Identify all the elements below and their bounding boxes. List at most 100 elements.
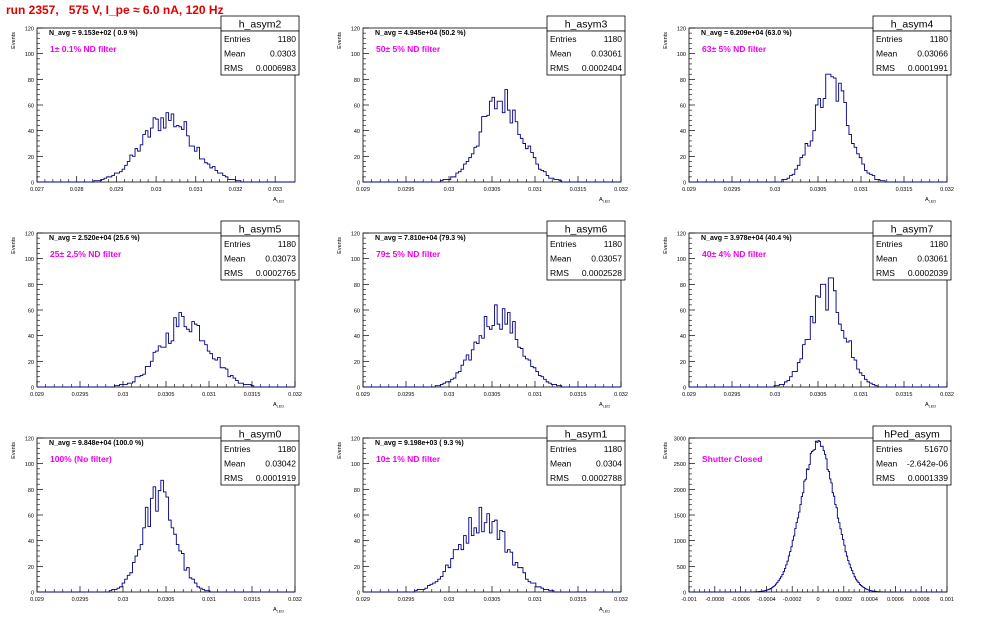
- stats-key: Entries: [550, 444, 576, 454]
- stats-key: RMS: [550, 473, 569, 483]
- stats-value: 1180: [930, 34, 949, 44]
- x-tick-label: 0.0305: [810, 187, 827, 193]
- x-tick-label: 0.032: [614, 187, 628, 193]
- x-tick-label: 0.0305: [158, 392, 175, 398]
- page-title: run 2357, 575 V, I_pe ≈ 6.0 nA, 120 Hz: [6, 3, 224, 17]
- x-tick-label: 0.032: [940, 392, 954, 398]
- x-axis-title: ALED: [599, 197, 610, 204]
- histogram-h_asym1: 0 20 40 60 80 100 120 0.029 0.0295 0.03 0.0305 0.03…: [337, 425, 628, 614]
- stats-box: [220, 440, 300, 486]
- y-axis-title: Events: [11, 237, 17, 254]
- histogram-h_asym7: 0 20 40 60 80 100 120 0.029 0.0295 0.03 0.0305 0.03…: [663, 220, 954, 409]
- x-tick-label: 0.0295: [724, 187, 741, 193]
- stats-box: [546, 30, 626, 76]
- x-tick-label: 0.0315: [896, 187, 913, 193]
- stats-value: 0.0006983: [256, 63, 296, 73]
- stats-box: [220, 30, 300, 76]
- y-tick-label: 3000: [674, 437, 686, 443]
- stats-value: 0.0002528: [582, 268, 622, 278]
- stats-key: Mean: [550, 49, 572, 59]
- y-tick-label: 40: [354, 334, 360, 340]
- y-tick-label: 80: [354, 283, 360, 289]
- histogram-h_asym0: 0 20 40 60 80 100 120 0.029 0.0295 0.03 0.0305 0.03…: [11, 425, 302, 614]
- histogram-line: [363, 304, 621, 388]
- stats-value: 0.0002788: [582, 473, 622, 483]
- y-tick-label: 100: [25, 462, 34, 468]
- x-tick-label: 0.031: [528, 187, 542, 193]
- stats-key: RMS: [876, 473, 895, 483]
- y-axis-title: Events: [663, 32, 669, 49]
- stats-value: 0.0002039: [908, 268, 948, 278]
- y-tick-label: 20: [354, 565, 360, 571]
- stats-title: h_asym0: [239, 429, 282, 441]
- y-tick-label: 0: [683, 591, 686, 597]
- filter-label: 1± 0.1% ND filter: [50, 44, 117, 54]
- x-tick-label: 0.031: [854, 392, 868, 398]
- x-tick-label: 0.0315: [244, 392, 261, 398]
- navg-label: N_avg = 3.978e+04 (40.4 %): [701, 235, 792, 242]
- y-tick-label: 80: [354, 488, 360, 494]
- stats-key: RMS: [224, 268, 243, 278]
- y-tick-label: 120: [25, 437, 34, 443]
- stats-key: RMS: [224, 63, 243, 73]
- y-tick-label: 100: [677, 52, 686, 58]
- x-tick-label: 0.03: [444, 187, 455, 193]
- x-axis-title: ALED: [273, 607, 284, 614]
- y-tick-label: 80: [354, 78, 360, 84]
- x-tick-label: 0.032: [229, 187, 243, 193]
- filter-label: Shutter Closed: [702, 454, 762, 464]
- stats-key: Entries: [876, 444, 902, 454]
- x-tick-label: 0.0295: [398, 597, 415, 603]
- x-tick-label: 0.0315: [896, 392, 913, 398]
- x-tick-label: 0.029: [356, 392, 370, 398]
- stats-key: Entries: [550, 34, 576, 44]
- stats-key: Mean: [876, 459, 898, 469]
- x-tick-label: 0.0315: [570, 187, 587, 193]
- y-tick-label: 80: [680, 78, 686, 84]
- x-tick-label: 0.0315: [570, 392, 587, 398]
- stats-value: 1180: [604, 239, 623, 249]
- y-axis-title: Events: [663, 237, 669, 254]
- x-tick-label: -0.0008: [705, 597, 724, 603]
- stats-key: Entries: [224, 239, 250, 249]
- y-axis-title: Events: [337, 237, 343, 254]
- y-tick-label: 20: [680, 155, 686, 161]
- stats-key: Entries: [876, 239, 902, 249]
- y-tick-label: 120: [25, 27, 34, 33]
- x-tick-label: -0.0006: [731, 597, 750, 603]
- x-tick-label: 0.0004: [861, 597, 878, 603]
- x-tick-label: -0.0002: [783, 597, 802, 603]
- x-tick-label: 0.0008: [913, 597, 930, 603]
- x-tick-label: 0.0295: [398, 187, 415, 193]
- stats-value: 0.03057: [591, 254, 622, 264]
- x-tick-label: 0.029: [30, 597, 44, 603]
- stats-box: [546, 235, 626, 281]
- stats-value: 0.03042: [265, 459, 296, 469]
- x-tick-label: 0.0305: [484, 597, 501, 603]
- histogram-line: [37, 112, 295, 183]
- y-tick-label: 100: [351, 52, 360, 58]
- stats-title: h_asym1: [565, 429, 608, 441]
- navg-label: N_avg = 2.520e+04 (25.6 %): [49, 235, 140, 242]
- stats-title: h_asym6: [565, 224, 608, 236]
- y-tick-label: 120: [677, 27, 686, 33]
- histogram-h_asym2: 0 20 40 60 80 100 120 0.027 0.028 0.029 0.03 0.031 0…: [11, 15, 300, 204]
- x-tick-label: 0.031: [528, 597, 542, 603]
- stats-value: 1180: [930, 239, 949, 249]
- y-tick-label: 60: [28, 309, 34, 315]
- x-tick-label: 0.0305: [484, 392, 501, 398]
- y-tick-label: 60: [680, 309, 686, 315]
- y-tick-label: 120: [25, 232, 34, 238]
- stats-title: h_asym3: [565, 19, 608, 31]
- x-tick-label: 0.0315: [570, 597, 587, 603]
- navg-label: N_avg = 4.945e+04 (50.2 %): [375, 30, 466, 37]
- x-axis-title: ALED: [273, 197, 284, 204]
- x-tick-label: 0.031: [854, 187, 868, 193]
- x-tick-label: 0: [816, 597, 819, 603]
- filter-label: 10± 1% ND filter: [376, 454, 441, 464]
- stats-key: Mean: [224, 459, 246, 469]
- x-axis-title: ALED: [599, 607, 610, 614]
- stats-box: [872, 440, 952, 486]
- stats-value: 0.03066: [917, 49, 948, 59]
- y-tick-label: 120: [677, 232, 686, 238]
